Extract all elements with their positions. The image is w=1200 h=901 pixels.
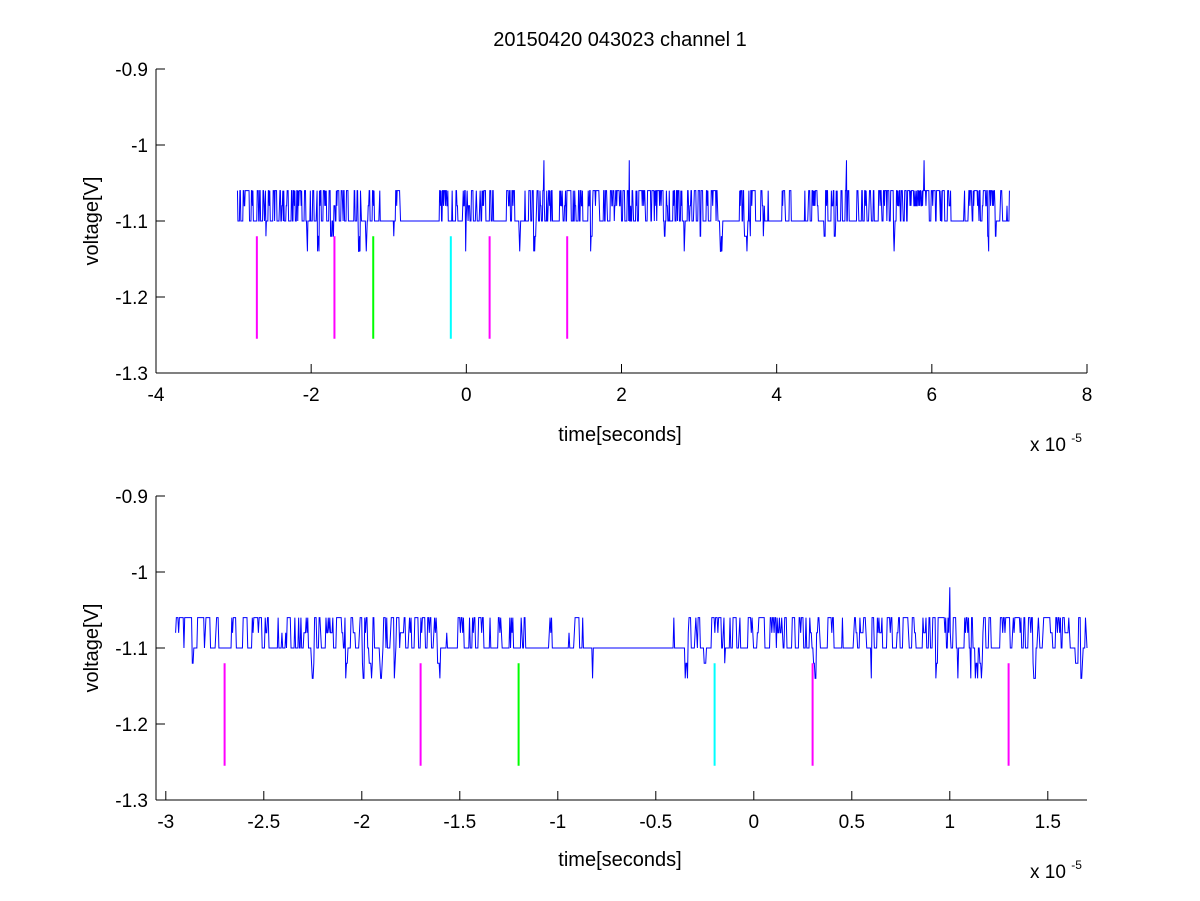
top-x-tick-label: 8 <box>1082 385 1093 406</box>
bottom-x-tick-label: -2.5 <box>247 812 280 833</box>
top-y-ticks: -0.9 -1 -1.1 -1.2 -1.3 <box>115 60 165 385</box>
top-y-axis-label: voltage[V] <box>81 177 103 266</box>
bottom-x-tick-label: -2 <box>353 812 370 833</box>
bottom-x-tick-label: -1.5 <box>443 812 476 833</box>
bottom-y-ticks: -0.9 -1 -1.1 -1.2 -1.3 <box>115 487 165 812</box>
bottom-x-exponent-base: x 10 <box>1030 862 1066 883</box>
top-x-tick-label: 2 <box>616 385 627 406</box>
top-x-tick-label: 0 <box>461 385 472 406</box>
top-x-exponent: x 10 -5 <box>1030 431 1082 456</box>
bottom-y-tick-label: -1 <box>131 563 148 584</box>
top-y-tick-label: -0.9 <box>115 60 148 81</box>
bottom-y-tick-label: -1.3 <box>115 791 148 812</box>
bottom-x-exponent: x 10 -5 <box>1030 858 1082 883</box>
top-signal-layer <box>236 160 1010 252</box>
top-y-tick-label: -1 <box>131 136 148 157</box>
bottom-x-tick-label: -3 <box>157 812 174 833</box>
bottom-x-exponent-power: -5 <box>1071 858 1082 872</box>
bottom-y-axis-label: voltage[V] <box>81 604 103 693</box>
top-x-axis-label: time[seconds] <box>558 424 681 446</box>
top-x-exponent-base: x 10 <box>1030 435 1066 456</box>
top-marker-layer <box>255 236 569 339</box>
bottom-x-tick-label: 0 <box>749 812 760 833</box>
bottom-y-tick-label: -1.1 <box>115 639 148 660</box>
top-x-exponent-power: -5 <box>1071 431 1082 445</box>
top-x-tick-label: -4 <box>148 385 165 406</box>
top-x-ticks: -4 -2 0 2 4 6 8 <box>148 364 1093 406</box>
top-axes: -4 -2 0 2 4 6 8 -0.9 -1 -1.1 -1.2 -1.3 time[second… <box>81 60 1092 456</box>
figure-title: 20150420 043023 channel 1 <box>493 29 747 51</box>
top-x-tick-label: 4 <box>771 385 782 406</box>
top-y-tick-label: -1.1 <box>115 212 148 233</box>
bottom-x-tick-label: 1.5 <box>1035 812 1061 833</box>
bottom-x-ticks: -3 -2.5 -2 -1.5 -1 -0.5 0 0.5 1 1.5 <box>157 791 1061 833</box>
bottom-x-tick-label: 1 <box>945 812 956 833</box>
bottom-x-tick-label: -0.5 <box>639 812 672 833</box>
bottom-x-axis-label: time[seconds] <box>558 849 681 871</box>
top-y-tick-label: -1.3 <box>115 364 148 385</box>
bottom-x-tick-label: -1 <box>549 812 566 833</box>
bottom-y-tick-label: -0.9 <box>115 487 148 508</box>
top-x-tick-label: -2 <box>303 385 320 406</box>
bottom-marker-layer <box>223 663 1010 766</box>
top-y-tick-label: -1.2 <box>115 288 148 309</box>
bottom-x-tick-label: 0.5 <box>839 812 865 833</box>
bottom-signal-series-0 <box>175 587 1088 679</box>
bottom-axes: -3 -2.5 -2 -1.5 -1 -0.5 0 0.5 1 1.5 -0.9 -1 -1.1 -1.… <box>81 487 1088 883</box>
top-signal-series-0 <box>236 160 1010 252</box>
bottom-y-tick-label: -1.2 <box>115 715 148 736</box>
bottom-signal-layer <box>175 587 1088 679</box>
top-x-tick-label: 6 <box>927 385 938 406</box>
